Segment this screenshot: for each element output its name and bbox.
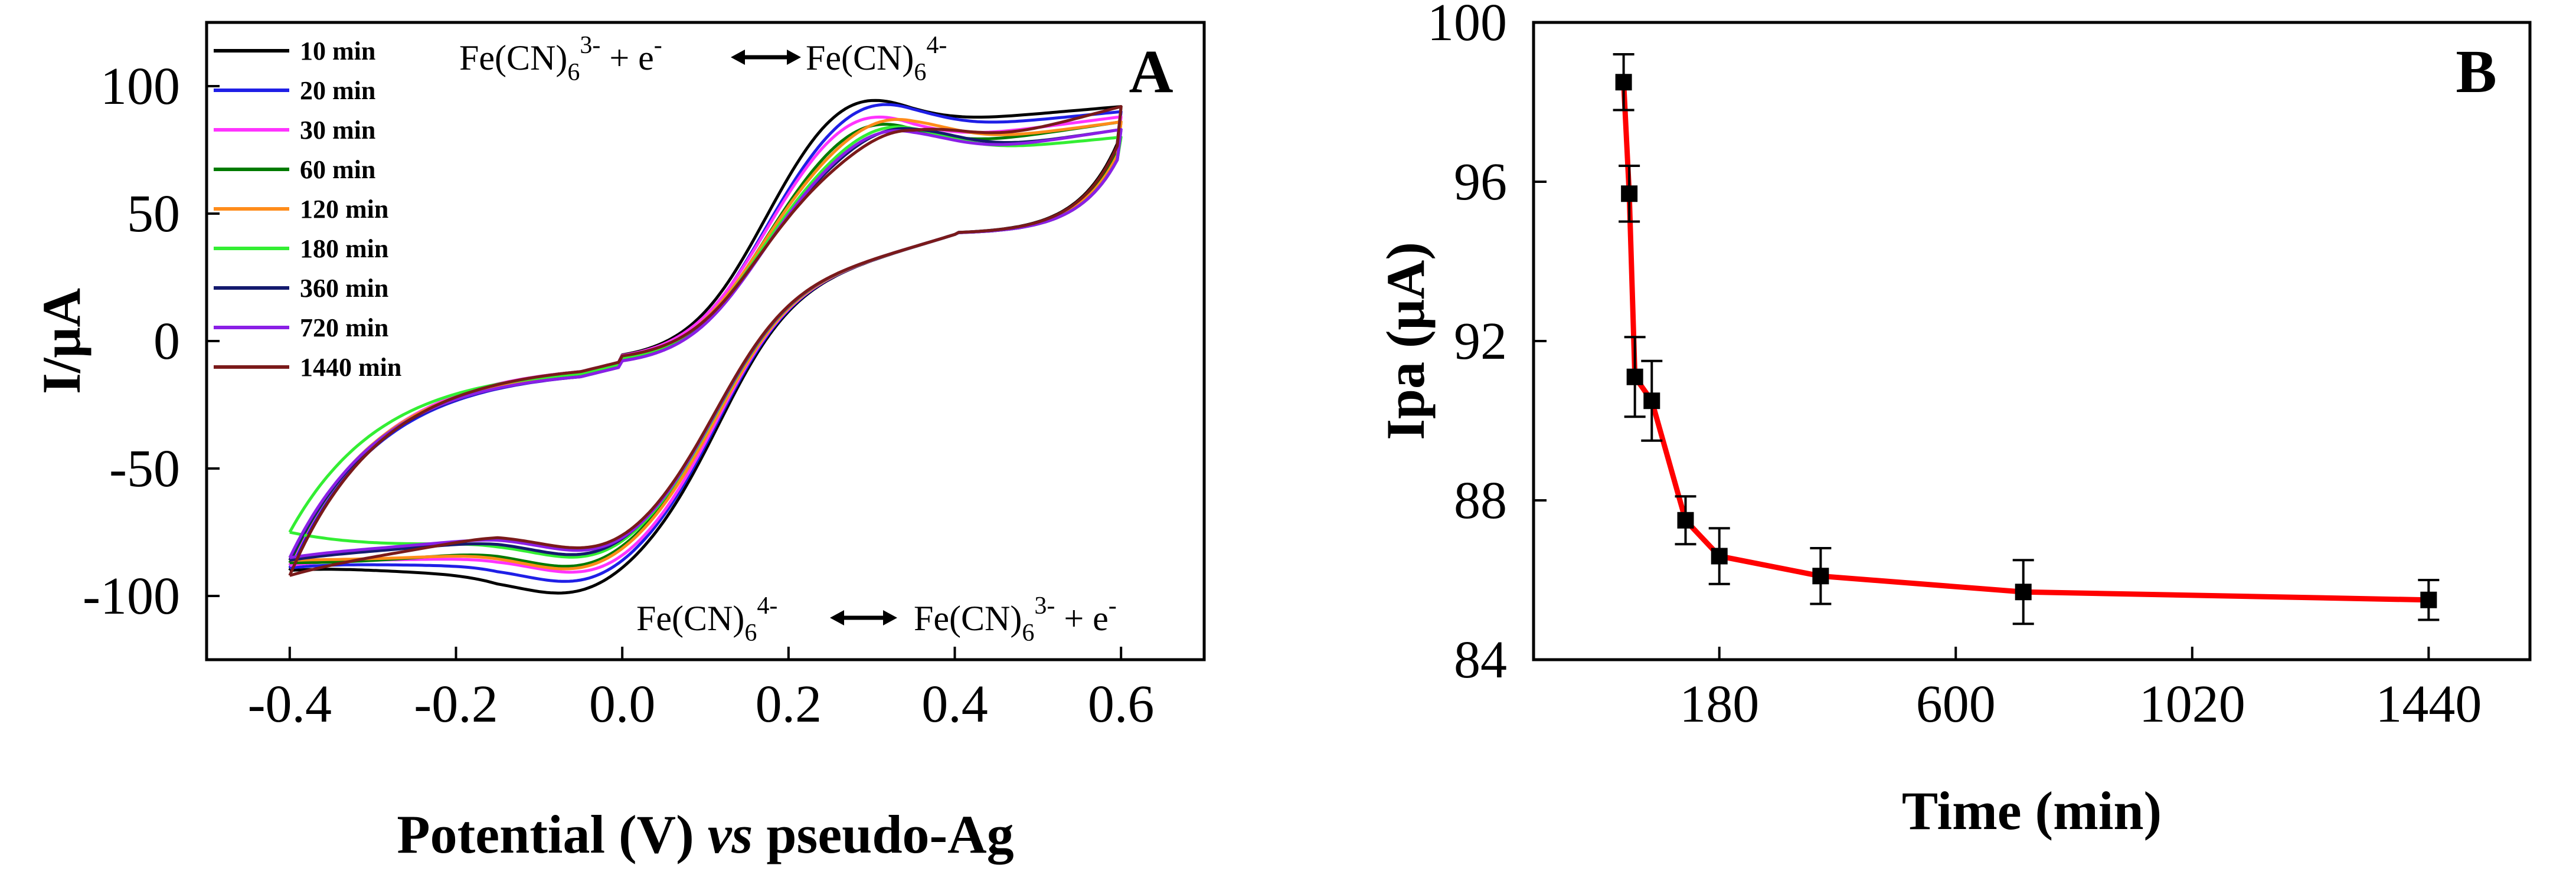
svg-text:Fe(CN)63- + e-: Fe(CN)63- + e- <box>914 592 1117 647</box>
legend-label: 10 min <box>300 37 375 65</box>
reduction-annotation: Fe(CN)64- Fe(CN)63- + e- <box>636 592 1117 647</box>
panel-b-x-axis-title: Time (min) <box>1902 781 2162 841</box>
panel-a-y-tick-label: 50 <box>127 185 180 243</box>
panel-b-y-axis: 84 88 92 96 100 <box>1427 0 1547 689</box>
legend-label: 720 min <box>300 313 388 342</box>
legend-label: 180 min <box>300 234 388 263</box>
panel-a-x-tick-label: 0.4 <box>921 675 988 733</box>
panel-b-y-tick-label: 84 <box>1454 631 1507 689</box>
ox-sub-2: 6 <box>914 59 926 86</box>
panel-a-legend: 10 min 20 min 30 min 60 min 120 min 180 min 36… <box>214 37 401 382</box>
cv-curve-60-min <box>288 120 1123 568</box>
panel-b-y-tick-label: 92 <box>1454 312 1507 371</box>
legend-label: 120 min <box>300 195 388 224</box>
cv-curve-20-min <box>288 103 1123 583</box>
panel-a-x-title-part1: Potential (V) <box>397 804 707 864</box>
panel-b-letter: B <box>2456 38 2496 106</box>
panel-a-x-tick-label: 0.0 <box>589 675 656 733</box>
data-point <box>1621 185 1638 202</box>
panel-b-y-tick-label: 96 <box>1454 153 1507 211</box>
panel-b-x-tick-label: 1440 <box>2375 675 2482 733</box>
panel-b-x-tick-label: 180 <box>1679 675 1759 733</box>
data-point <box>1677 512 1694 529</box>
panel-a-y-tick-label: 0 <box>153 312 180 371</box>
panel-a-x-title-vs: vs <box>708 804 753 864</box>
ox-species-1: Fe(CN) <box>459 38 567 77</box>
panel-a-x-axis-title: Potential (V) vs pseudo-Ag <box>397 804 1014 864</box>
panel-a-x-tick-label: 0.6 <box>1088 675 1155 733</box>
ox-sup-e: - <box>654 32 662 59</box>
panel-a-y-axis: -100 -50 0 50 100 <box>83 57 220 625</box>
cv-curve-30-min <box>288 115 1123 574</box>
svg-text:Fe(CN)64-: Fe(CN)64- <box>806 32 947 86</box>
ox-sup-1: 3- <box>580 32 600 59</box>
data-point <box>1615 74 1632 91</box>
ox-sup-2: 4- <box>926 32 947 59</box>
panel-a-y-tick-label: -50 <box>109 440 180 498</box>
double-arrow-icon <box>731 50 801 65</box>
panel-b-ipa-vs-time: 180 600 1020 1440 84 88 92 96 100 B Ipa (μA) Ti… <box>1375 0 2532 841</box>
legend-label: 360 min <box>300 274 388 303</box>
panel-b-y-axis-title: Ipa (μA) <box>1375 242 1436 440</box>
data-point <box>1812 568 1829 585</box>
data-point <box>1643 392 1660 409</box>
panel-a-x-tick-label: -0.2 <box>414 675 498 733</box>
red-sup-e: - <box>1109 592 1117 620</box>
cv-curve-120-min <box>288 117 1123 571</box>
cv-curve-180-min <box>288 125 1123 559</box>
panel-a-x-axis: -0.4 -0.2 0.0 0.2 0.4 0.6 <box>248 647 1155 733</box>
ox-species-2: Fe(CN) <box>806 38 914 77</box>
ox-sub-1: 6 <box>567 59 580 86</box>
cv-curve-1440-min <box>288 105 1123 577</box>
ipa-trend-line <box>1621 82 2429 603</box>
red-sub-2: 6 <box>1022 620 1034 647</box>
legend-label: 20 min <box>300 76 375 105</box>
panel-b-plot-frame <box>1532 21 2532 661</box>
data-point <box>1626 368 1643 385</box>
panel-b-y-tick-label: 100 <box>1427 0 1507 52</box>
oxidation-annotation: Fe(CN)63- + e- Fe(CN)64- <box>459 32 947 86</box>
panel-a-y-axis-title: I/μA <box>31 288 91 394</box>
legend-label: 1440 min <box>300 353 401 382</box>
panel-b-x-tick-label: 1020 <box>2139 675 2245 733</box>
red-species-1: Fe(CN) <box>636 599 744 638</box>
red-sub-1: 6 <box>744 620 757 647</box>
svg-text:Fe(CN)64-: Fe(CN)64- <box>636 592 777 647</box>
panel-a-x-title-part2: pseudo-Ag <box>753 804 1014 864</box>
red-sup-1: 4- <box>757 592 777 620</box>
panel-b-series <box>1613 53 2440 625</box>
data-point <box>1711 548 1728 565</box>
panel-a-y-tick-label: -100 <box>83 567 180 625</box>
panel-a-curves <box>288 99 1123 595</box>
panel-b-x-tick-label: 600 <box>1916 675 1996 733</box>
red-sup-2: 3- <box>1034 592 1055 620</box>
panel-b-x-axis: 180 600 1020 1440 <box>1679 647 2482 733</box>
panel-a-y-tick-label: 100 <box>100 57 180 116</box>
data-point <box>2420 591 2437 608</box>
panel-b-y-tick-label: 88 <box>1454 471 1507 530</box>
legend-label: 30 min <box>300 116 375 145</box>
panel-a-x-tick-label: -0.4 <box>248 675 332 733</box>
cv-curve-10-min <box>288 99 1123 595</box>
panel-a-cyclic-voltammogram: -0.4 -0.2 0.0 0.2 0.4 0.6 -100 -50 0 50 100 10 mi… <box>31 21 1206 864</box>
panel-a-x-tick-label: 0.2 <box>756 675 822 733</box>
cv-curve-720-min <box>288 128 1123 559</box>
double-arrow-icon <box>830 610 897 625</box>
red-species-2: Fe(CN) <box>914 599 1022 638</box>
svg-text:Fe(CN)63- + e-: Fe(CN)63- + e- <box>459 32 662 86</box>
cv-curve-360-min <box>288 127 1123 562</box>
data-point <box>2015 584 2032 601</box>
legend-label: 60 min <box>300 155 375 184</box>
panel-a-letter: A <box>1129 38 1173 106</box>
ox-plus-e: + e <box>600 38 653 77</box>
red-plus-e: + e <box>1055 599 1108 638</box>
